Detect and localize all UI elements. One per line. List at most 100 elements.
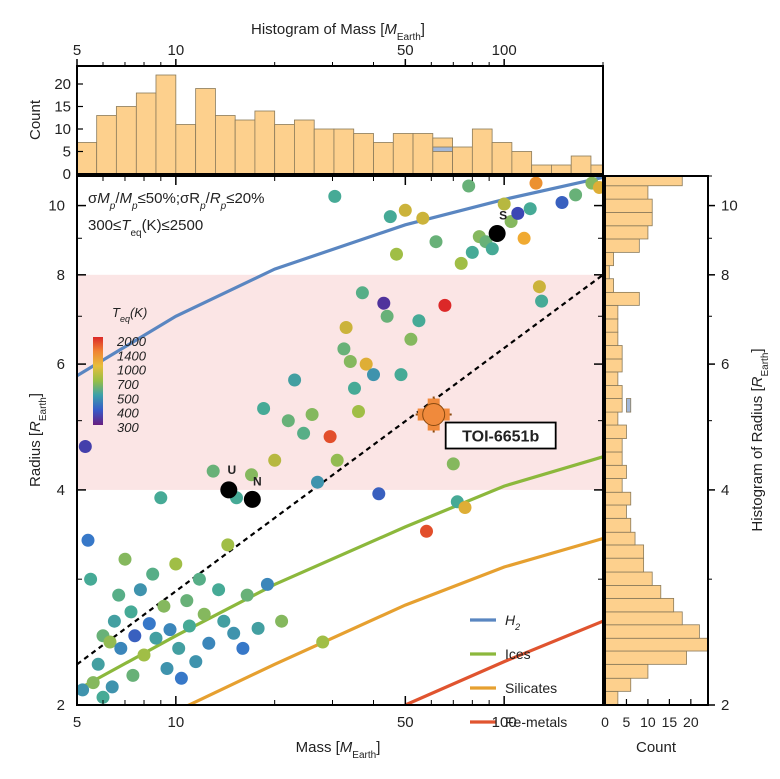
x-tick-label: 50 <box>397 714 414 731</box>
data-point <box>91 657 105 671</box>
reference-line <box>77 273 603 666</box>
mass-histogram-bar <box>333 128 355 175</box>
data-point <box>339 321 353 334</box>
mass-histogram-bar <box>313 128 335 175</box>
colorbar-tick-label: 300 <box>117 420 139 435</box>
mass-histogram-bar <box>96 115 117 175</box>
legend-label: Silicates <box>505 680 557 696</box>
data-point <box>128 629 142 643</box>
planet-u <box>220 481 238 499</box>
top-hist-y-tick-label: 0 <box>63 166 71 183</box>
mass-histogram-bar <box>234 119 256 175</box>
top-hist-x-tick-label: 50 <box>397 42 414 59</box>
data-point <box>154 491 168 505</box>
radius-histogram-bar <box>604 478 623 493</box>
y-tick-label: 6 <box>57 356 65 373</box>
data-point <box>268 453 282 467</box>
top-hist-y-tick-label: 20 <box>54 76 71 93</box>
data-point <box>81 533 95 547</box>
radius-histogram-bar <box>604 571 653 586</box>
legend-label: H2 <box>505 612 520 632</box>
planet-s <box>488 224 506 242</box>
right-hist-x-tick-label: 0 <box>601 714 609 730</box>
mass-histogram-bar <box>452 146 473 175</box>
data-point <box>105 680 119 694</box>
data-point <box>305 408 319 421</box>
data-point <box>485 242 499 256</box>
radius-histogram-bar <box>604 291 640 306</box>
data-point <box>182 619 196 633</box>
data-point <box>160 662 174 675</box>
data-point <box>84 572 98 586</box>
data-point <box>352 405 365 418</box>
mass-histogram-bar <box>254 110 276 175</box>
top-hist-x-tick-label: 5 <box>73 42 81 59</box>
curve-silicates <box>185 536 603 705</box>
top-hist-x-tick-label: 10 <box>167 42 184 59</box>
data-point <box>497 197 511 211</box>
mass-histogram-bar <box>412 133 434 175</box>
data-point <box>251 621 265 635</box>
right-hist-y-tick-label: 4 <box>721 482 729 499</box>
radius-histogram-bar <box>604 424 627 439</box>
data-point <box>126 668 140 682</box>
mass-histogram-bar <box>432 137 453 175</box>
data-point <box>281 414 295 428</box>
data-point <box>328 189 342 203</box>
data-point <box>330 453 344 467</box>
radius-histogram-bar <box>604 557 645 573</box>
top-hist-y-tick-label: 10 <box>54 121 71 138</box>
data-point <box>343 355 357 368</box>
data-point <box>311 475 324 489</box>
data-point <box>149 631 163 645</box>
right-hist-y-tick-label: 10 <box>721 198 738 215</box>
x-tick-label: 5 <box>73 714 81 731</box>
data-point <box>197 607 211 621</box>
data-point <box>133 583 147 597</box>
colorbar-tick-label: 2000 <box>116 334 147 349</box>
data-point <box>420 524 433 538</box>
data-point <box>523 202 537 216</box>
mass-histogram-bar <box>294 119 315 175</box>
radius-histogram-bar <box>604 464 627 479</box>
top-histogram-title: Histogram of Mass [MEarth] <box>251 21 425 43</box>
data-point <box>535 294 549 308</box>
right-histogram: 0 5 10 15 20 2 4 6 8 10 <box>601 175 738 730</box>
planet-label: S <box>499 208 507 222</box>
data-point <box>592 181 603 194</box>
top-histogram-ylabel: Count <box>27 99 44 140</box>
data-point <box>96 690 110 704</box>
radius-histogram-bar <box>604 650 687 665</box>
right-hist-x-tick-label: 5 <box>623 714 631 730</box>
radius-histogram-bar <box>604 212 653 227</box>
data-point <box>359 357 373 371</box>
data-point <box>172 641 186 655</box>
radius-histogram-bar <box>604 371 619 386</box>
radius-histogram-bar <box>604 637 709 652</box>
radius-histogram-bar <box>604 690 619 706</box>
data-point <box>446 457 460 471</box>
radius-histogram-bar <box>604 304 619 320</box>
annotation-teq-range: 300≤Teq(K)≤2500 <box>88 217 203 239</box>
radius-histogram-bar <box>604 318 619 333</box>
data-point <box>462 179 476 193</box>
data-point <box>348 381 361 395</box>
right-histogram-frame <box>604 175 709 706</box>
mass-histogram-bar <box>195 88 216 175</box>
mass-histogram-bar <box>175 124 197 175</box>
main-frame <box>76 175 604 706</box>
radius-histogram-bar <box>604 451 623 466</box>
mass-histogram-bar <box>135 92 157 175</box>
planet-n <box>243 490 261 508</box>
radius-histogram-bar <box>604 385 623 399</box>
data-point <box>517 231 531 245</box>
data-point <box>103 635 117 649</box>
radius-histogram-bar <box>604 504 627 519</box>
x-axis-label: Mass [MEarth] <box>296 739 381 761</box>
radius-histogram-bar <box>604 531 636 546</box>
radius-histogram-bar <box>604 331 619 346</box>
data-point <box>163 623 177 637</box>
right-histogram-ylabel: Histogram of Radius [REarth] <box>749 348 771 531</box>
